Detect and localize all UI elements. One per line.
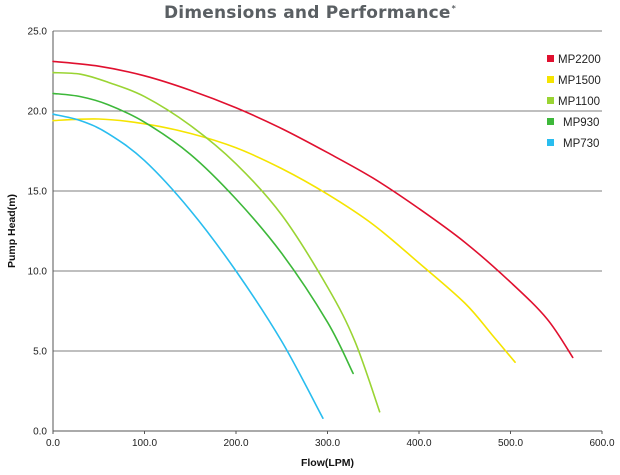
y-tick-label: 20.0 — [28, 107, 48, 118]
series-line-mp730 — [52, 113, 324, 419]
axes: 0.0 5.0 10.0 15.0 20.0 25.0 0.0 100.0 200.0 300.0… — [6, 27, 615, 470]
x-tick-label: 500.0 — [498, 438, 523, 449]
x-tick-label: 600.0 — [589, 438, 614, 449]
chart-title-footnote-mark: * — [451, 4, 457, 14]
x-tick-label: 400.0 — [406, 438, 431, 449]
legend-swatch-mp2200 — [547, 55, 554, 62]
legend-label-mp1500: MP1500 — [558, 75, 601, 87]
y-tick-label: 0.0 — [33, 427, 47, 438]
legend-swatch-mp930 — [547, 118, 554, 125]
series-line-mp1100 — [52, 71, 381, 413]
legend-label-mp2200: MP2200 — [558, 54, 601, 66]
series-line-mp2200 — [52, 60, 574, 359]
legend-swatch-mp1100 — [547, 97, 554, 104]
x-tick-label: 200.0 — [223, 438, 248, 449]
chart-title-text: Dimensions and Performance — [163, 3, 451, 23]
legend: MP2200 MP1500 MP1100 MP930 MP730 — [547, 54, 601, 150]
x-tick-label: 300.0 — [315, 438, 340, 449]
series-line-mp1500 — [52, 118, 516, 363]
grid-lines — [53, 30, 602, 352]
x-tick-label: 0.0 — [46, 438, 60, 449]
x-tick-label: 100.0 — [132, 438, 157, 449]
legend-swatch-mp730 — [547, 139, 554, 146]
y-tick-label: 25.0 — [28, 27, 48, 38]
legend-label-mp1100: MP1100 — [558, 96, 600, 108]
y-tick-label: 10.0 — [28, 267, 48, 278]
legend-swatch-mp1500 — [547, 76, 554, 83]
y-tick-label: 15.0 — [28, 187, 48, 198]
series-line-mp930 — [52, 92, 354, 375]
x-axis-title: Flow(LPM) — [301, 457, 354, 469]
y-tick-label: 5.0 — [33, 347, 47, 358]
legend-label-mp730: MP730 — [563, 138, 599, 150]
series-lines — [52, 60, 574, 419]
y-axis-title: Pump Head(m) — [6, 194, 18, 268]
legend-label-mp930: MP930 — [563, 117, 599, 129]
chart-title: Dimensions and Performance* — [0, 3, 620, 23]
